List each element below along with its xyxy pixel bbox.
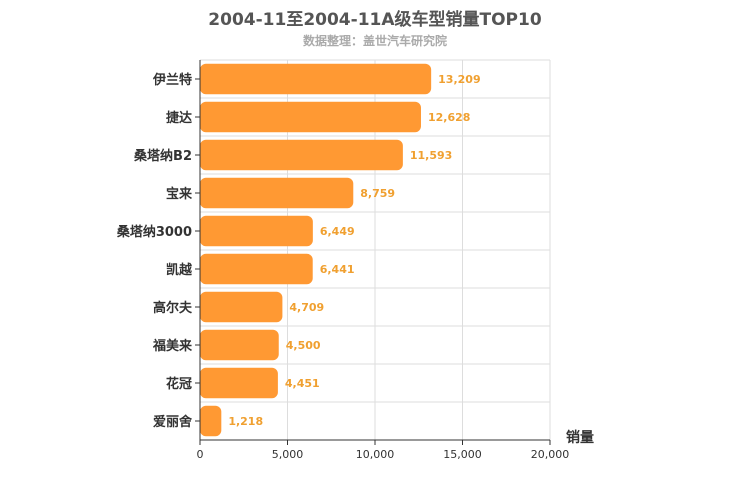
category-label: 爱丽舍 [153, 414, 193, 430]
value-label: 6,449 [320, 225, 355, 238]
category-label: 花冠 [166, 376, 192, 392]
value-label: 12,628 [428, 111, 470, 124]
bar [200, 291, 283, 323]
category-label: 福美来 [152, 338, 193, 354]
value-label: 4,709 [289, 301, 324, 314]
category-label: 凯越 [166, 262, 193, 278]
value-label: 8,759 [360, 187, 395, 200]
value-label: 4,500 [286, 339, 321, 352]
chart-subtitle: 数据整理：盖世汽车研究院 [302, 34, 447, 48]
bar [200, 329, 279, 361]
bar [200, 367, 278, 399]
bar [200, 253, 313, 285]
category-label: 高尔夫 [153, 300, 193, 316]
value-label: 11,593 [410, 149, 452, 162]
value-label: 6,441 [320, 263, 355, 276]
bar [200, 405, 222, 437]
value-label: 13,209 [438, 73, 480, 86]
category-label: 宝来 [166, 186, 193, 202]
bar [200, 177, 354, 209]
category-label: 桑塔纳3000 [116, 224, 192, 240]
x-tick-label: 15,000 [443, 448, 482, 461]
category-label: 捷达 [166, 110, 192, 126]
x-tick-label: 0 [197, 448, 204, 461]
bar [200, 139, 403, 171]
bar [200, 215, 313, 247]
bar [200, 101, 421, 133]
value-label: 1,218 [228, 415, 263, 428]
chart-title: 2004-11至2004-11A级车型销量TOP10 [208, 10, 542, 30]
x-tick-label: 5,000 [272, 448, 304, 461]
x-tick-label: 20,000 [531, 448, 570, 461]
category-label: 桑塔纳B2 [133, 148, 192, 164]
category-label: 伊兰特 [152, 72, 192, 88]
x-tick-label: 10,000 [356, 448, 395, 461]
bar [200, 63, 432, 95]
x-axis-title: 销量 [566, 429, 594, 446]
value-label: 4,451 [285, 377, 320, 390]
